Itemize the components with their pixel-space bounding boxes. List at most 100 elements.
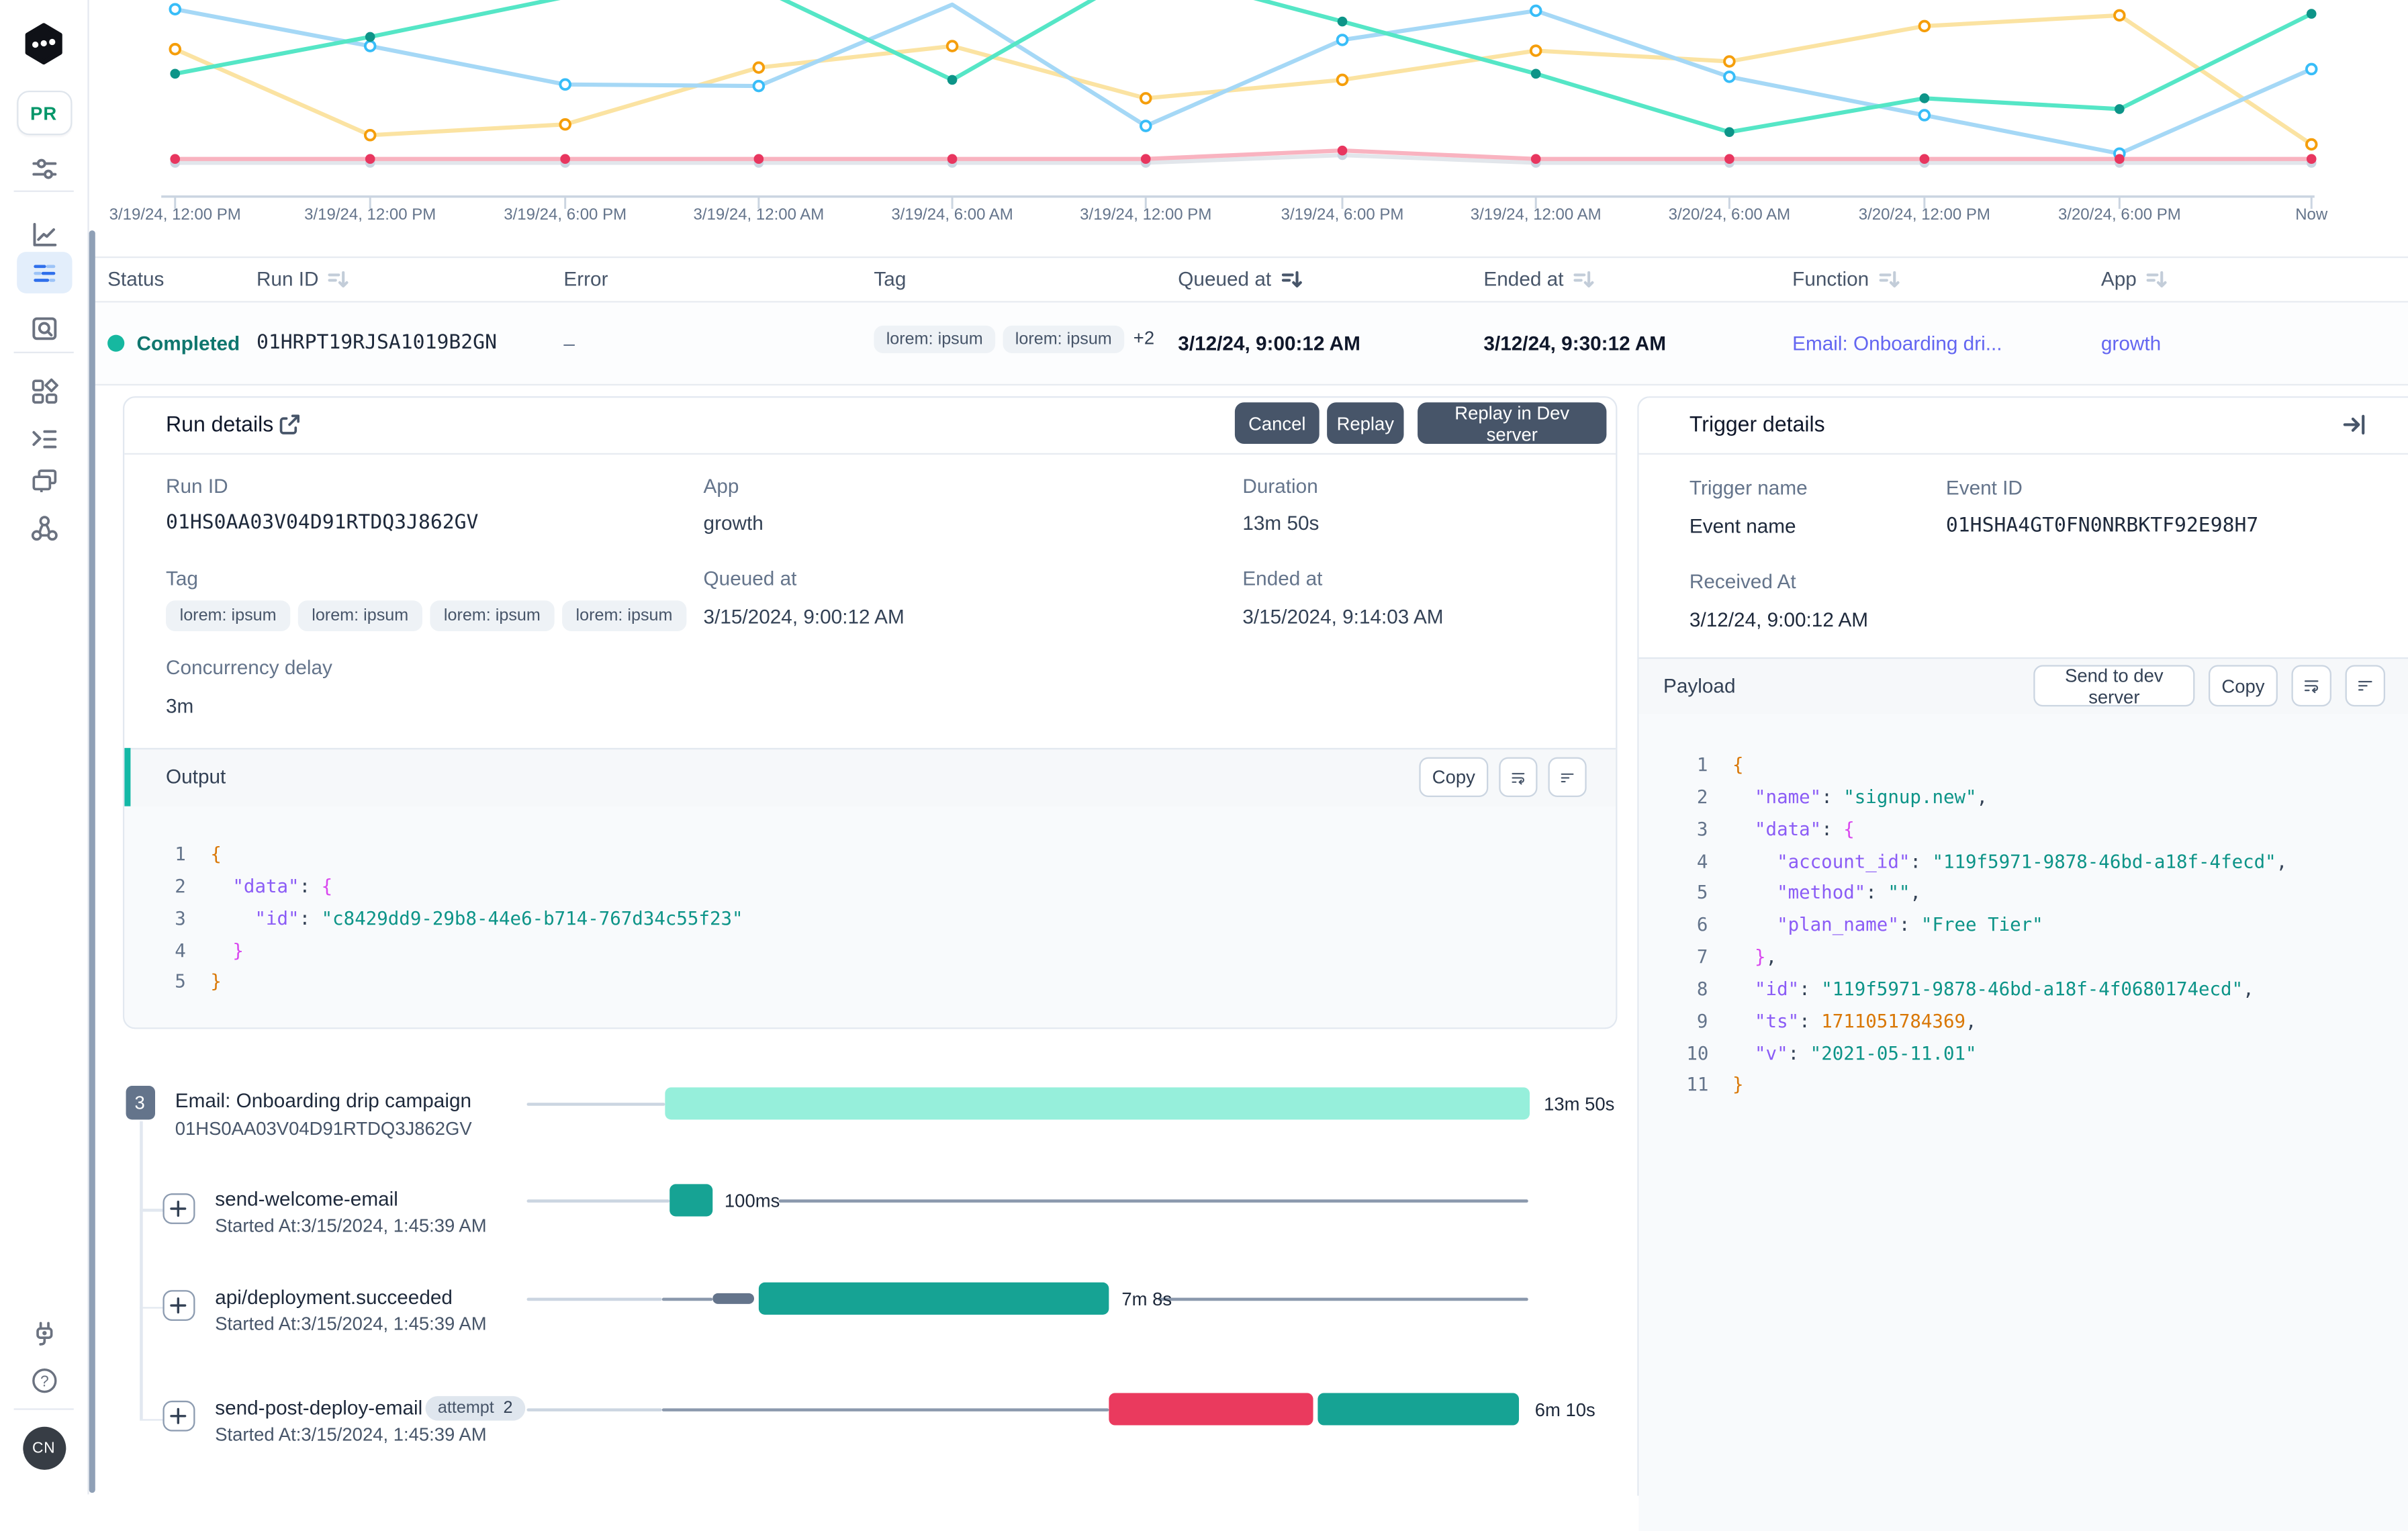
tag-pill: lorem: ipsum [561,600,687,632]
output-align-button[interactable] [1548,757,1587,798]
replay-dev-server-button[interactable]: Replay in Dev server [1418,402,1607,445]
column-label: Run ID [256,267,319,291]
runs-chart-svg: 3/19/24, 12:00 PM 3/19/24, 12:00 PM 3/19/2… [109,0,2328,224]
function-link[interactable]: Email: Onboarding dri... [1792,332,2002,355]
line-chart-icon [16,214,71,255]
code-line: 1{ [1686,749,2408,782]
timeline-connector [140,1306,163,1309]
step-title[interactable]: api/deployment.succeeded [215,1285,453,1309]
timeline-bar-success[interactable] [670,1184,714,1217]
code-line: 5} [165,967,1616,999]
svg-text:3/20/24, 12:00 PM: 3/20/24, 12:00 PM [1859,205,1990,224]
divider [95,256,2408,259]
sidebar-item-sliders[interactable] [0,148,87,189]
line-number: 8 [1696,978,1708,1000]
collapse-panel-icon[interactable] [2341,412,2367,438]
column-header-run-id[interactable]: Run ID [257,267,349,290]
step-subtitle: Started At:3/15/2024, 1:45:39 AM [215,1313,487,1335]
output-wrap-button[interactable] [1499,757,1538,798]
column-header-app[interactable]: App [2101,267,2168,290]
run-details-title: Run details [166,411,274,436]
sidebar-divider [13,1408,74,1410]
tags-cell: lorem: ipsum lorem: ipsum +2 [874,325,1155,354]
line-number: 2 [175,875,186,897]
expand-step-button[interactable] [162,1400,195,1432]
payload-align-button[interactable] [2345,665,2386,707]
sidebar-item-indent-list[interactable] [0,418,87,459]
divider [124,453,1616,455]
send-to-dev-server-button[interactable]: Send to dev server [2033,664,2195,707]
queued-value: 3/15/2024, 9:00:12 AM [703,605,905,629]
trigger-details-title: Trigger details [1689,411,1825,436]
queued-label: Queued at [703,566,797,590]
output-accent [124,747,130,806]
column-header-queued-at[interactable]: Queued at [1178,267,1302,290]
output-code: 1{2 "data": {3 "id": "c8429dd9-29b8-44e6… [124,806,1616,1028]
cancel-button[interactable]: Cancel [1234,402,1319,445]
timeline-connector [140,1419,163,1422]
timeline-bar-success[interactable] [1317,1393,1519,1426]
replay-button[interactable]: Replay [1327,402,1404,445]
tags-more[interactable]: +2 [1133,327,1155,349]
sidebar-item-webhook[interactable] [0,507,87,549]
sidebar-item-windows[interactable] [0,459,87,501]
sidebar-item-plug[interactable] [0,1313,87,1355]
app-link[interactable]: growth [2100,332,2162,355]
event-id-label: Event ID [1945,476,2023,500]
sidebar-item-line-chart[interactable] [0,214,87,255]
sidebar-item-apps[interactable] [0,370,87,412]
code-line: 4 "account_id": "119f5971-9878-46bd-a18f… [1686,845,2408,878]
expand-step-button[interactable] [162,1193,195,1224]
code-line: 7 }, [1686,941,2408,974]
attempt-badge: attempt 2 [425,1396,525,1421]
step-title[interactable]: send-welcome-email [215,1187,398,1211]
sidebar-item-help[interactable]: ? [0,1359,87,1401]
external-link-icon[interactable] [277,412,302,436]
output-title: Output [166,765,226,788]
payload-copy-button[interactable]: Copy [2208,665,2278,707]
timeline-track-line [526,1199,671,1202]
column-header-ended-at[interactable]: Ended at [1483,267,1594,290]
step-title[interactable]: Email: Onboarding drip campaign [175,1088,472,1111]
sidebar-item-pr-badge[interactable]: PR [0,90,87,136]
sidebar-item-logo[interactable] [0,23,87,65]
step-count-badge: 3 [125,1086,154,1120]
step-subtitle: Started At:3/15/2024, 1:45:39 AM [215,1215,487,1237]
svg-text:3/19/24, 6:00 AM: 3/19/24, 6:00 AM [891,205,1013,224]
user-avatar[interactable]: CN [22,1426,66,1470]
column-header-function[interactable]: Function [1792,267,1900,290]
timeline-track-line [778,1199,1529,1202]
expand-step-button[interactable] [162,1290,195,1321]
sidebar-item-avatar[interactable]: CN [0,1426,87,1470]
vertical-scrollbar[interactable] [88,230,96,1493]
output-copy-button[interactable]: Copy [1419,757,1489,798]
timeline-bar-parent[interactable] [665,1086,1530,1120]
sliders-icon [16,148,71,189]
code-line: 4 } [165,935,1616,967]
app-value-link[interactable]: growth [703,511,763,535]
timeline-track-line [526,1297,663,1301]
tag-pill: lorem: ipsum [297,600,422,632]
code-line: 2 "data": { [165,870,1616,902]
concurrency-label: Concurrency delay [166,655,332,679]
sidebar-item-doc-search[interactable] [0,307,87,349]
svg-text:3/19/24, 6:00 PM: 3/19/24, 6:00 PM [1281,205,1404,224]
column-label: Ended at [1483,267,1564,291]
help-icon: ? [16,1359,71,1401]
payload-wrap-button[interactable] [2291,665,2331,707]
workspace-badge[interactable]: PR [16,90,72,136]
run-id-value: 01HS0AA03V04D91RTDQ3J862GV [166,511,479,535]
event-id-value: 01HSHA4GT0FN0NRBKTF92E98H7 [1945,514,2259,538]
timeline-connector [140,1121,142,1420]
table-row[interactable] [95,302,2408,384]
code-line: 6 "plan_name": "Free Tier" [1686,910,2408,942]
timeline-bar-failed[interactable] [1109,1392,1313,1426]
sidebar-divider [13,351,74,354]
line-number: 9 [1696,1010,1708,1032]
code-line: 10 "v": "2021-05-11.01" [1686,1037,2408,1070]
sidebar-item-runs-list[interactable] [0,252,87,293]
step-title[interactable]: send-post-deploy-email [215,1396,423,1420]
timeline-bar-success[interactable] [759,1282,1109,1315]
timeline-bar-queued[interactable] [713,1293,755,1304]
timeline-track-line [526,1407,663,1411]
